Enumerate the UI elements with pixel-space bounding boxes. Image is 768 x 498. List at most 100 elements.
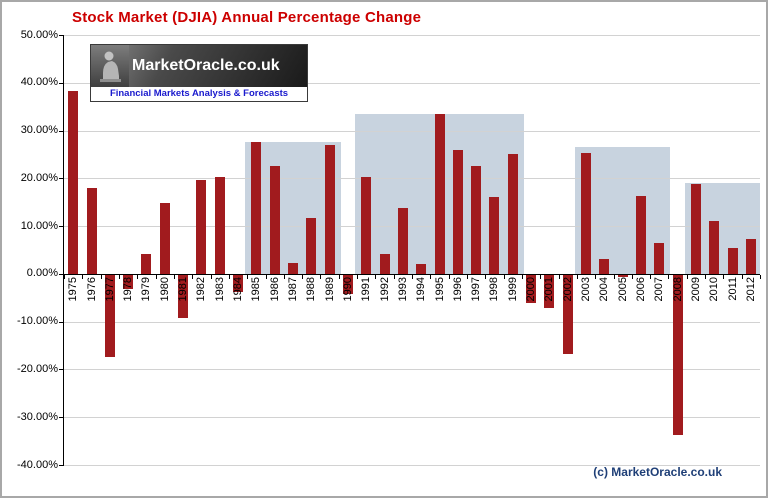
bar-1977 xyxy=(104,273,115,357)
bar-1983 xyxy=(214,176,225,274)
x-axis-tick xyxy=(393,274,395,279)
x-axis-tick xyxy=(741,274,743,279)
y-axis-label: -10.00% xyxy=(17,315,58,328)
x-axis-tick xyxy=(760,274,761,279)
y-axis-label: 50.00% xyxy=(20,28,58,41)
x-axis-label: 1977 xyxy=(103,276,116,302)
x-axis-tick xyxy=(430,274,432,279)
x-axis-tick xyxy=(668,274,670,279)
copyright-credit: (c) MarketOracle.co.uk xyxy=(593,465,722,479)
x-axis-label: 1999 xyxy=(506,276,519,302)
bar-2002 xyxy=(562,273,573,355)
bar-1988 xyxy=(306,217,317,274)
bar-1997 xyxy=(471,165,482,274)
y-axis-label: 20.00% xyxy=(20,171,58,184)
bar-1987 xyxy=(287,262,298,274)
x-axis-tick xyxy=(283,274,285,279)
x-axis-label: 1986 xyxy=(268,276,281,302)
x-axis-tick xyxy=(302,274,304,279)
x-axis-tick xyxy=(595,274,597,279)
x-axis-tick xyxy=(466,274,468,279)
x-axis-tick xyxy=(82,274,84,279)
oracle-figure-icon xyxy=(91,45,129,87)
x-axis-label: 1975 xyxy=(67,276,80,302)
x-axis-tick xyxy=(503,274,505,279)
bar-2009 xyxy=(690,184,701,274)
y-axis-label: -30.00% xyxy=(17,410,58,423)
x-axis-tick xyxy=(64,274,65,279)
logo-tagline: Financial Markets Analysis & Forecasts xyxy=(91,87,307,101)
y-axis-tick xyxy=(59,82,64,84)
y-axis-label: -20.00% xyxy=(17,362,58,375)
y-axis-label: 10.00% xyxy=(20,219,58,232)
bar-2005 xyxy=(617,273,628,277)
bar-1999 xyxy=(507,153,518,274)
x-axis-label: 2000 xyxy=(525,276,538,302)
x-axis-tick xyxy=(723,274,725,279)
x-axis-label: 2002 xyxy=(561,276,574,302)
bar-1981 xyxy=(178,273,189,318)
x-axis-tick xyxy=(631,274,633,279)
y-axis-tick xyxy=(59,130,64,132)
x-axis-label: 2011 xyxy=(726,276,739,301)
x-axis-label: 1990 xyxy=(341,276,354,302)
x-axis-label: 1993 xyxy=(396,276,409,302)
bar-2007 xyxy=(654,243,665,274)
x-axis-label: 2004 xyxy=(598,276,611,302)
x-axis-label: 2008 xyxy=(671,276,684,302)
bar-1982 xyxy=(196,180,207,274)
x-axis-label: 2009 xyxy=(689,276,702,302)
x-axis-tick xyxy=(558,274,560,279)
bar-2006 xyxy=(635,196,646,274)
bar-1979 xyxy=(141,253,152,274)
x-axis-label: 2010 xyxy=(708,276,721,302)
x-axis-tick xyxy=(118,274,120,279)
y-axis-label: -40.00% xyxy=(17,458,58,471)
x-axis-tick xyxy=(540,274,542,279)
y-axis-tick xyxy=(59,273,64,275)
x-axis-tick xyxy=(705,274,707,279)
y-axis-tick xyxy=(59,465,64,466)
bar-2012 xyxy=(745,239,756,274)
x-axis-label: 1978 xyxy=(122,276,135,302)
x-axis-tick xyxy=(247,274,249,279)
gridline xyxy=(64,321,760,323)
x-axis-tick xyxy=(192,274,194,279)
x-axis-tick xyxy=(613,274,615,279)
y-axis-tick xyxy=(59,226,64,228)
bar-2010 xyxy=(709,221,720,274)
bar-2011 xyxy=(727,247,738,274)
bar-1978 xyxy=(123,273,134,289)
x-axis-tick xyxy=(686,274,688,279)
x-axis-label: 2007 xyxy=(653,276,666,302)
gridline xyxy=(64,35,760,36)
x-axis-label: 2001 xyxy=(543,276,556,302)
x-axis-label: 1982 xyxy=(195,276,208,302)
bar-1980 xyxy=(159,202,170,274)
bar-1996 xyxy=(452,149,463,274)
bar-1995 xyxy=(434,113,445,274)
gridline xyxy=(64,178,760,180)
x-axis-label: 2006 xyxy=(634,276,647,302)
x-axis-tick xyxy=(320,274,322,279)
bar-1993 xyxy=(397,208,408,274)
x-axis-label: 1991 xyxy=(360,276,373,302)
x-axis-tick xyxy=(412,274,413,279)
bar-1985 xyxy=(251,141,262,274)
gridline xyxy=(64,465,760,466)
x-axis-tick xyxy=(521,274,523,279)
y-axis-label: 30.00% xyxy=(20,124,58,137)
x-axis-label: 1989 xyxy=(323,276,336,302)
x-axis-label: 2005 xyxy=(616,276,629,302)
gridline xyxy=(64,417,760,419)
bar-2000 xyxy=(526,273,537,304)
y-axis-label: 0.00% xyxy=(26,267,58,280)
y-axis-tick xyxy=(59,417,64,419)
x-axis-tick xyxy=(228,274,230,279)
x-axis-tick xyxy=(100,274,102,279)
logo-banner: MarketOracle.co.uk xyxy=(91,45,307,87)
y-axis-tick xyxy=(59,35,64,36)
bar-1991 xyxy=(361,176,372,274)
